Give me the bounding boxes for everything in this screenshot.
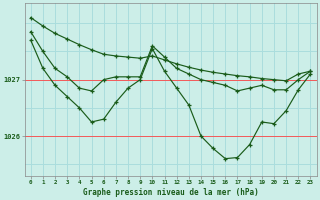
- X-axis label: Graphe pression niveau de la mer (hPa): Graphe pression niveau de la mer (hPa): [83, 188, 259, 197]
